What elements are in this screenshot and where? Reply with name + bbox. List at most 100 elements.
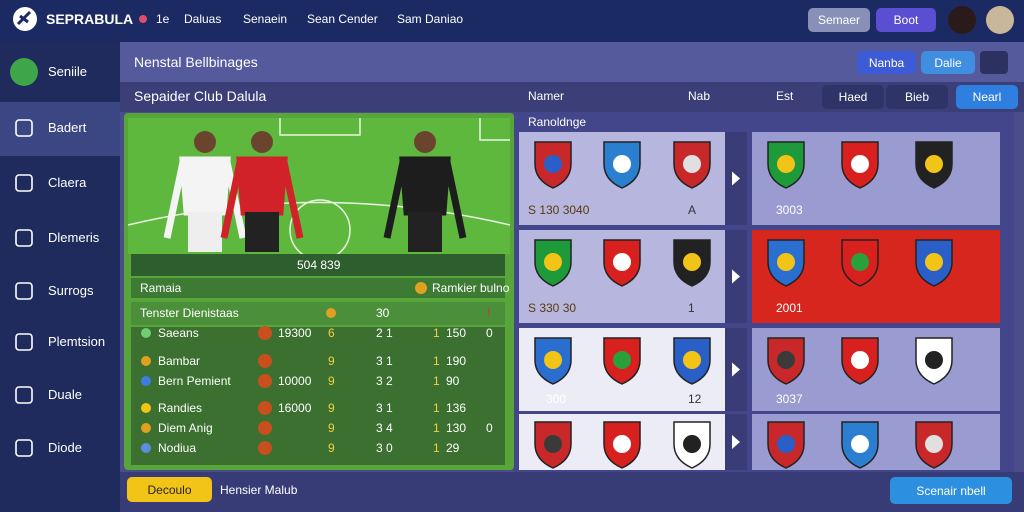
crest-emblem — [544, 155, 562, 173]
table-cell: 2 1 — [376, 326, 393, 340]
card-label: S 330 30 — [528, 301, 577, 315]
row-icon — [141, 328, 151, 338]
table-cell: 9 — [328, 354, 335, 368]
table-cell: 1 — [433, 326, 440, 340]
table-header: ! — [487, 306, 491, 320]
nav-item[interactable]: Senaein — [243, 12, 288, 26]
card-arrow — [732, 362, 740, 377]
table-cell: 1 — [433, 374, 440, 388]
card-label: 3003 — [776, 203, 803, 217]
crest-emblem — [777, 351, 795, 369]
row-badge — [258, 326, 272, 340]
table-cell: 9 — [328, 374, 335, 388]
header-button[interactable]: Nanba — [857, 51, 916, 74]
filter[interactable]: Est — [776, 89, 794, 103]
menu-item[interactable]: Duale — [48, 387, 82, 402]
crest-emblem — [851, 155, 869, 173]
team-row — [131, 278, 505, 298]
avatar — [986, 6, 1014, 34]
crest-emblem — [851, 253, 869, 271]
crest-emblem — [613, 351, 631, 369]
menu-item[interactable]: Claera — [48, 175, 87, 190]
crest-emblem — [777, 435, 795, 453]
bottom-text: Hensier Malub — [220, 483, 298, 497]
card-arrow — [732, 171, 740, 186]
menu-item[interactable]: Dlemeris — [48, 230, 100, 245]
filter[interactable]: Namer — [528, 89, 565, 103]
menu-item[interactable]: Surrogs — [48, 283, 94, 298]
bottom-button[interactable]: Decoulo — [127, 477, 212, 502]
crest-emblem — [683, 435, 701, 453]
table-cell: 3 0 — [376, 441, 393, 455]
close-button[interactable] — [980, 51, 1008, 74]
row-badge — [258, 401, 272, 415]
player-head — [414, 131, 436, 153]
score-bar — [131, 254, 505, 276]
badge-dot — [139, 15, 147, 23]
table-cell: 3 2 — [376, 374, 393, 388]
table-cell: 9 — [328, 401, 335, 415]
table-cell: 1 — [433, 441, 440, 455]
player-name: Bern Pemient — [158, 374, 231, 388]
tab[interactable]: Nearl — [956, 85, 1018, 109]
player-legs — [188, 212, 222, 252]
table-cell: 9 — [328, 421, 335, 435]
nav-item[interactable]: Daluas — [184, 12, 222, 26]
bottom-bar — [120, 472, 1024, 512]
menu-item[interactable]: Seniile — [48, 64, 88, 79]
team-value: Ramkier bulno — [432, 281, 510, 295]
crest-emblem — [613, 155, 631, 173]
row-icon — [141, 403, 151, 413]
tab[interactable]: Haed — [822, 85, 884, 109]
table-header: Tenster Dienistaas — [140, 306, 239, 320]
top-button[interactable]: Semaer — [808, 8, 870, 32]
avatar — [948, 6, 976, 34]
menu-icon — [15, 439, 33, 457]
crest-emblem — [613, 253, 631, 271]
row-icon — [141, 443, 151, 453]
player-name: Bambar — [158, 354, 201, 368]
card-arrow — [732, 435, 740, 449]
row-badge — [258, 374, 272, 388]
header-button[interactable]: Dalie — [921, 51, 975, 74]
rankings-label: Ranoldnge — [528, 115, 587, 129]
filter[interactable]: Nab — [688, 89, 711, 103]
table-cell: 1 — [433, 401, 440, 415]
row-badge — [258, 441, 272, 455]
row-badge — [258, 421, 272, 435]
menu-icon — [15, 386, 33, 404]
nav-item[interactable]: Sam Daniao — [397, 12, 464, 26]
card-label: 2001 — [776, 301, 803, 315]
menu-icon — [10, 58, 38, 86]
row-icon — [141, 356, 151, 366]
card-label: 3037 — [776, 392, 803, 406]
table-header-bg — [131, 302, 505, 325]
table-cell: 150 — [446, 326, 467, 340]
team-label: Ramaia — [140, 281, 182, 295]
action-button[interactable]: Scenair nbell — [890, 477, 1012, 504]
table-cell: 6 — [328, 326, 335, 340]
crest-emblem — [683, 155, 701, 173]
menu-item[interactable]: Plemtsion — [48, 334, 106, 349]
crest-emblem — [777, 155, 795, 173]
table-cell: 16000 — [278, 401, 312, 415]
menu-item[interactable]: Diode — [48, 440, 82, 455]
tab[interactable]: Bieb — [886, 85, 948, 109]
card-arrow — [732, 269, 740, 284]
table-cell: 0 — [486, 326, 493, 340]
player-name: Diem Anig — [158, 421, 213, 435]
table-cell: 3 4 — [376, 421, 393, 435]
crest-emblem — [925, 155, 943, 173]
table-cell: 3 1 — [376, 354, 393, 368]
team-icon — [415, 282, 427, 294]
nav-item[interactable]: Sean Cender — [307, 12, 378, 26]
row-icon — [141, 423, 151, 433]
menu-item[interactable]: Badert — [48, 120, 87, 135]
panel-subtitle: Sepaider Club Dalula — [134, 88, 267, 104]
top-button[interactable]: Boot — [876, 8, 936, 32]
crest-emblem — [683, 253, 701, 271]
table-body — [131, 327, 505, 465]
badge: 1e — [156, 12, 170, 26]
table-cell: 10000 — [278, 374, 312, 388]
